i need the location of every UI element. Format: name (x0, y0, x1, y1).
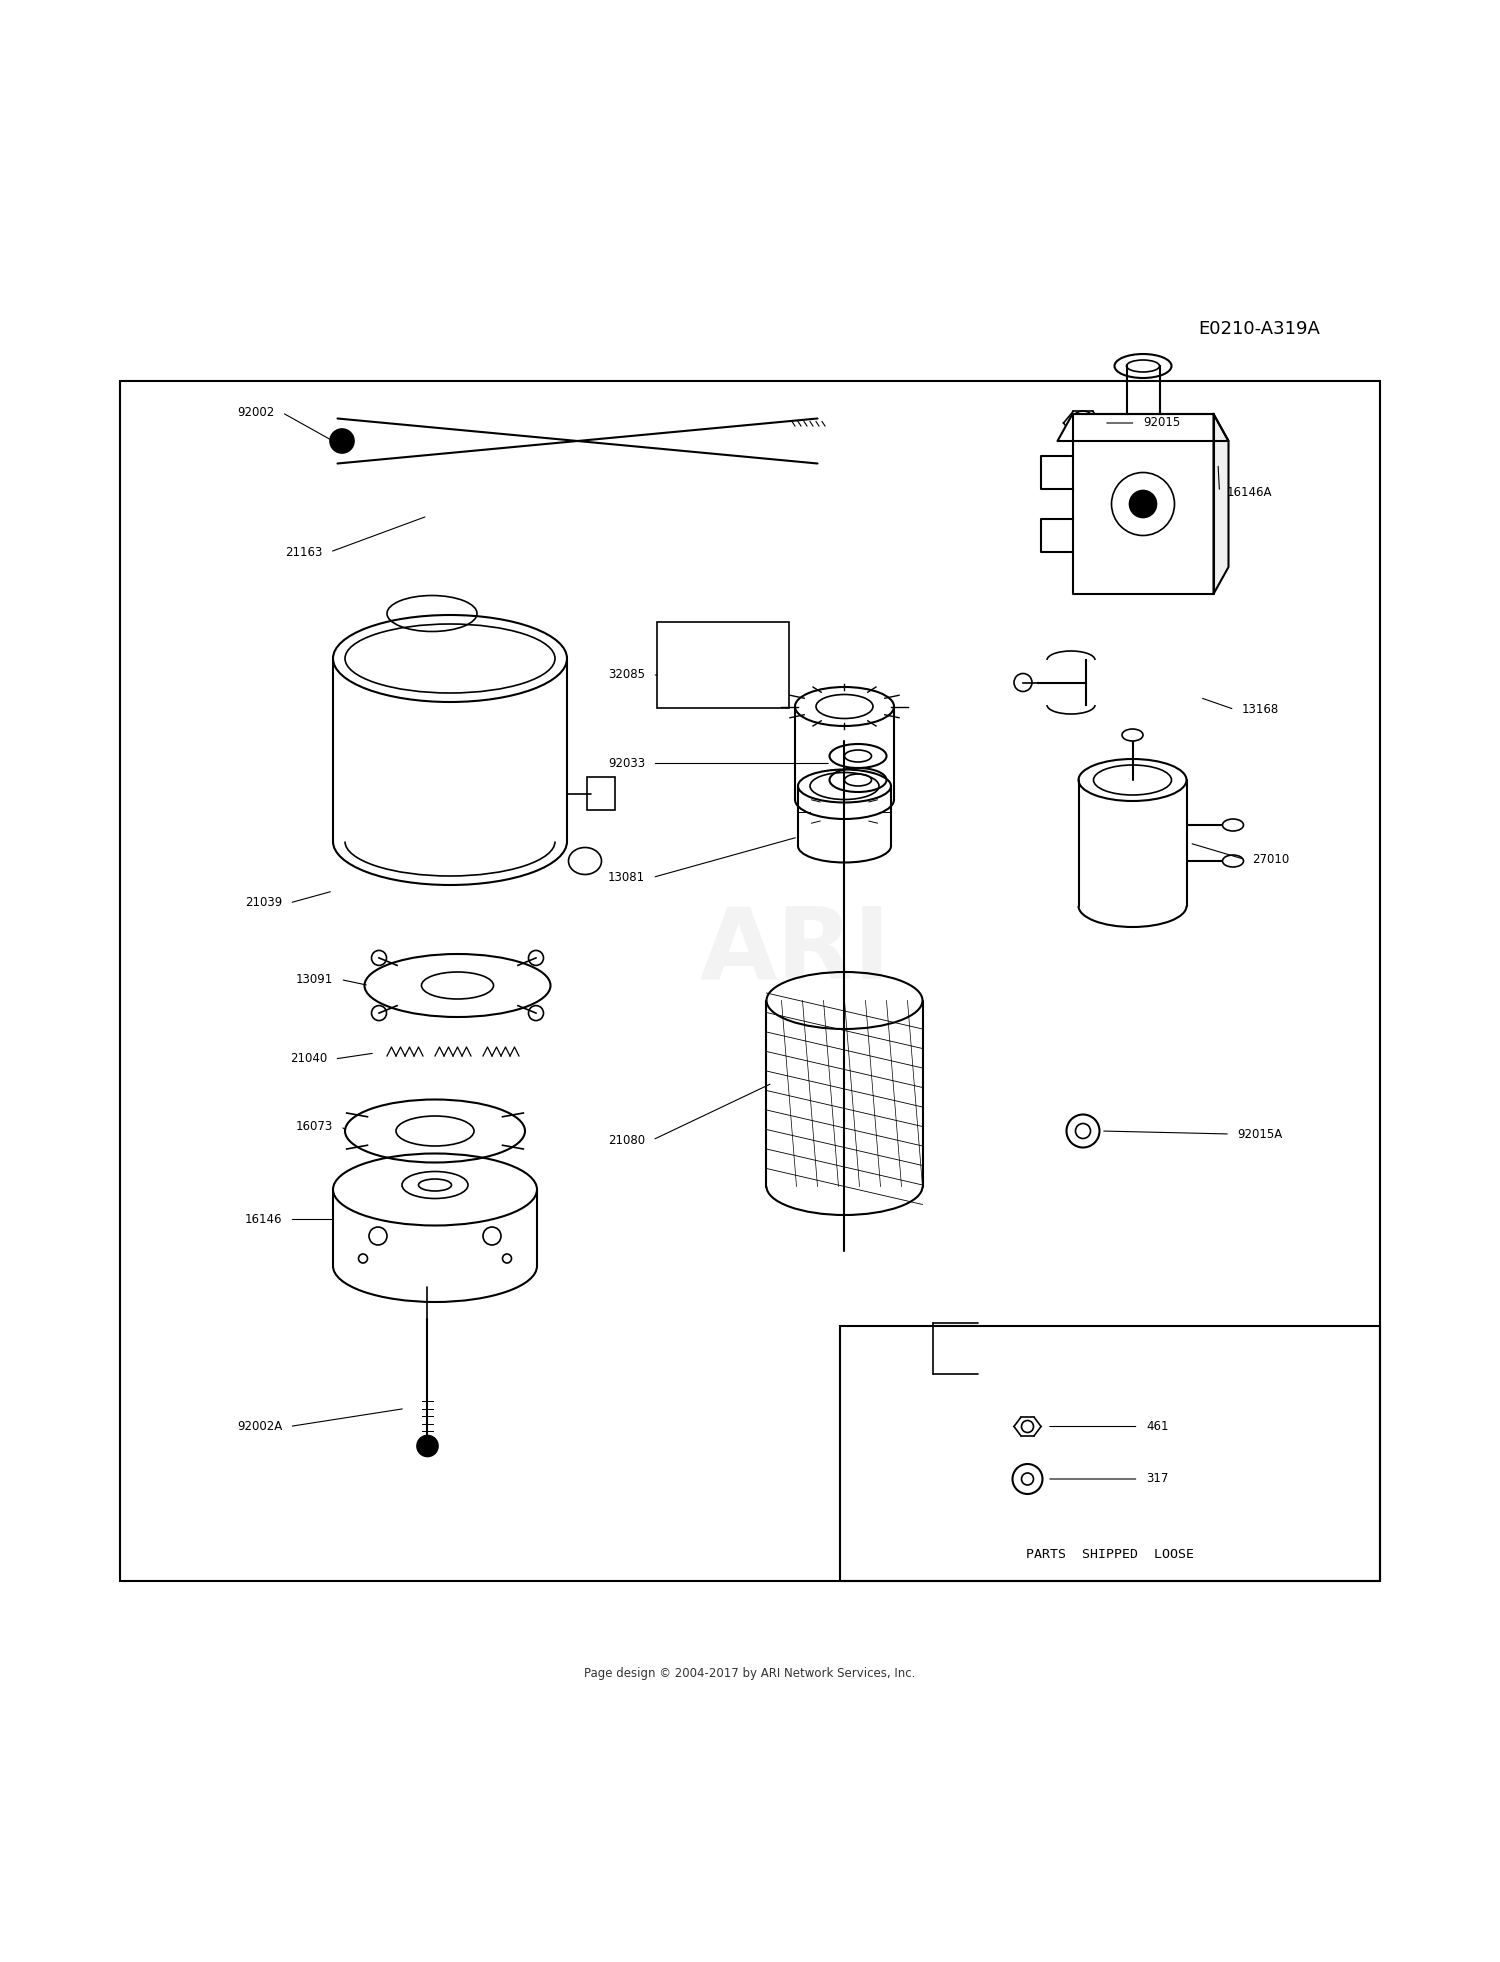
Text: 13168: 13168 (1242, 702, 1280, 716)
Text: 16146A: 16146A (1227, 485, 1272, 498)
Text: E0210-A319A: E0210-A319A (1198, 320, 1320, 337)
Polygon shape (1214, 414, 1228, 594)
Text: 317: 317 (1146, 1473, 1168, 1485)
Bar (586, 777, 615, 810)
Text: 16073: 16073 (296, 1120, 333, 1132)
Text: 21080: 21080 (608, 1134, 645, 1146)
Text: ARI: ARI (699, 903, 891, 999)
Bar (120, 381, 1380, 1581)
Ellipse shape (1222, 818, 1244, 832)
Text: 21039: 21039 (244, 897, 282, 910)
Text: 21040: 21040 (290, 1052, 327, 1065)
Text: 92015: 92015 (1143, 416, 1180, 430)
Polygon shape (1058, 414, 1228, 441)
Circle shape (330, 430, 354, 453)
Text: 461: 461 (1146, 1420, 1168, 1432)
Text: 92033: 92033 (608, 757, 645, 769)
Circle shape (1130, 490, 1156, 518)
Circle shape (417, 1436, 438, 1456)
Text: 32085: 32085 (608, 669, 645, 681)
Text: 92002A: 92002A (237, 1420, 282, 1432)
Text: 13081: 13081 (608, 871, 645, 885)
Text: 13091: 13091 (296, 973, 333, 987)
Text: Page design © 2004-2017 by ARI Network Services, Inc.: Page design © 2004-2017 by ARI Network S… (585, 1668, 915, 1681)
Polygon shape (1072, 414, 1214, 594)
Text: 92015A: 92015A (1238, 1128, 1282, 1140)
Text: 27010: 27010 (1252, 853, 1290, 865)
Bar (840, 1326, 1380, 1581)
Text: 92002: 92002 (237, 406, 274, 420)
Text: PARTS  SHIPPED  LOOSE: PARTS SHIPPED LOOSE (1026, 1548, 1194, 1560)
Ellipse shape (1222, 855, 1244, 867)
Ellipse shape (1122, 730, 1143, 742)
Bar (657, 622, 789, 708)
Text: 21163: 21163 (285, 545, 322, 559)
Text: 16146: 16146 (244, 1213, 282, 1226)
